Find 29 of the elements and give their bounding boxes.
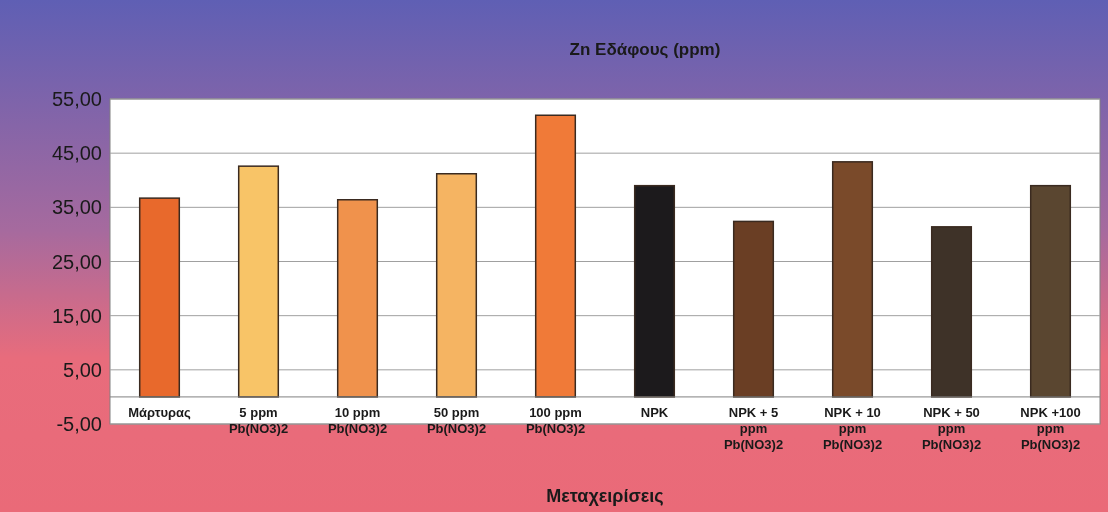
y-tick-label: 45,00: [51, 142, 102, 165]
chart-title: Zn Εδάφους (ppm): [569, 40, 721, 59]
x-tick-label: NPK +100 ppm Pb(NO3)2: [1020, 404, 1081, 452]
bar: [237, 165, 280, 398]
x-tick-label: 5 ppm Pb(NO3)2: [228, 404, 289, 436]
bar: [1029, 184, 1072, 398]
x-tick-label: 100 ppm Pb(NO3)2: [525, 404, 586, 436]
y-tick-label: 15,00: [51, 304, 102, 327]
y-tick-label: 5,00: [63, 358, 102, 381]
bar: [138, 197, 181, 398]
bar: [732, 220, 775, 398]
y-tick-label: -5,00: [56, 413, 102, 435]
x-tick-label: NPK + 50 ppm Pb(NO3)2: [921, 404, 982, 452]
x-tick-label: 10 ppm Pb(NO3)2: [327, 404, 388, 436]
x-tick-label: 50 ppm Pb(NO3)2: [426, 404, 487, 436]
bar: [435, 173, 478, 398]
x-tick-label: NPK + 5 ppm Pb(NO3)2: [723, 404, 784, 452]
y-tick-label: 35,00: [51, 196, 102, 219]
x-tick-label: Μάρτυρας: [128, 404, 192, 420]
x-tick-label: NPK: [640, 404, 669, 420]
bar: [336, 199, 379, 398]
bar: [930, 226, 973, 398]
x-axis-title: Μεταχειρίσεις: [546, 486, 664, 506]
y-tick-label: 55,00: [51, 88, 102, 110]
x-tick-label: NPK + 10 ppm Pb(NO3)2: [822, 404, 883, 452]
bar: [633, 184, 676, 398]
bar: [534, 114, 577, 398]
y-tick-label: 25,00: [51, 250, 102, 273]
bar: [831, 161, 874, 398]
